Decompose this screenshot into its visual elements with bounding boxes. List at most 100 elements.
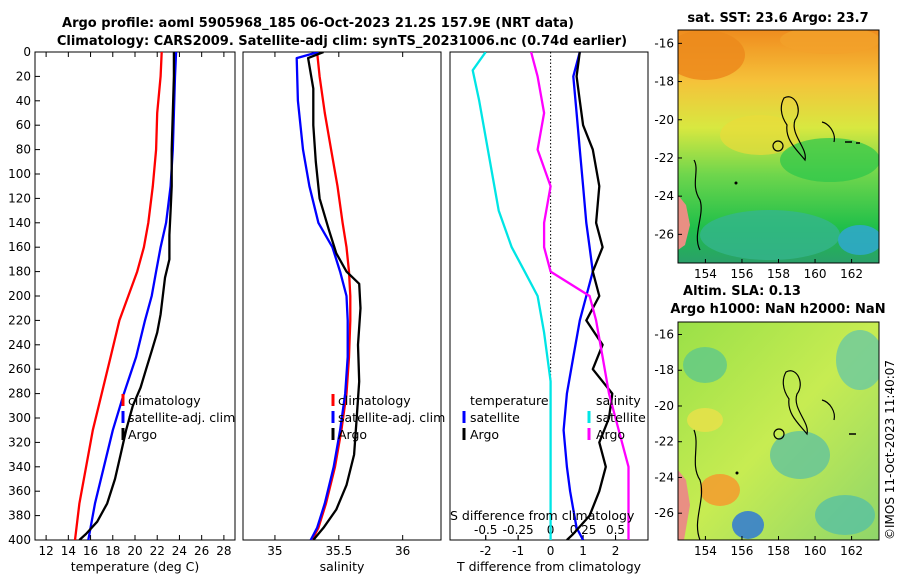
sst-map-title: sat. SST: 23.6 Argo: 23.7 xyxy=(687,11,868,26)
top-tick-label: 0.5 xyxy=(606,523,625,537)
y-tick-label: 380 xyxy=(8,509,31,523)
series-line-argo xyxy=(78,52,176,540)
lon-tick-label: 156 xyxy=(731,267,754,281)
y-tick-label: 300 xyxy=(8,411,31,425)
legend-title-temperature: temperature xyxy=(470,393,549,408)
land-patch xyxy=(678,470,690,540)
sla-latitude-ticks: -16 -18 -20 -22 -24 -26 xyxy=(654,328,682,520)
lon-tick-label: 154 xyxy=(694,544,717,558)
t-difference-legend: temperature satellite Argo xyxy=(462,393,549,442)
x-tick-label: 20 xyxy=(127,544,142,558)
copyright-label: ©IMOS 11-Oct-2023 11:40:07 xyxy=(883,360,897,540)
sst-warm-patch xyxy=(678,30,745,80)
land-patch xyxy=(678,195,690,250)
y-tick-label: 240 xyxy=(8,338,31,352)
legend-label-climatology: climatology xyxy=(128,393,201,408)
y-tick-label: 60 xyxy=(16,118,31,132)
temperature-series xyxy=(73,52,178,540)
x-tick-label: 0 xyxy=(547,544,555,558)
sla-map-title-line2: Argo h1000: NaN h2000: NaN xyxy=(670,302,885,317)
legend-label-argo: Argo xyxy=(128,427,157,442)
y-tick-label: 80 xyxy=(16,143,31,157)
y-tick-label: 120 xyxy=(8,191,31,205)
y-tick-label: 200 xyxy=(8,289,31,303)
x-tick-label: 24 xyxy=(172,544,187,558)
lon-tick-label: 158 xyxy=(767,544,790,558)
series-line-climatology xyxy=(310,52,352,540)
sla-low-patch xyxy=(815,495,875,535)
y-tick-label: 100 xyxy=(8,167,31,181)
sla-map-field xyxy=(678,322,879,540)
coastline xyxy=(693,159,702,251)
series-line-s-argo xyxy=(529,52,630,540)
y-tick-label: 260 xyxy=(8,362,31,376)
legend-label-climatology: climatology xyxy=(338,393,411,408)
top-tick-label: -0.25 xyxy=(503,523,534,537)
lon-tick-label: 160 xyxy=(804,267,827,281)
sla-low-patch xyxy=(836,330,879,390)
x-tick-label: 26 xyxy=(194,544,209,558)
x-tick-label: 28 xyxy=(216,544,231,558)
lat-tick-label: -20 xyxy=(654,399,674,413)
legend-label-s-argo: Argo xyxy=(596,427,625,442)
y-tick-label: 180 xyxy=(8,265,31,279)
y-tick-label: 40 xyxy=(16,94,31,108)
series-line-t-satellite xyxy=(562,52,594,540)
s-difference-legend: salinity satellite Argo xyxy=(587,393,646,442)
series-line-climatology xyxy=(73,52,163,540)
island-outline xyxy=(772,140,784,152)
lat-tick-label: -26 xyxy=(654,227,674,241)
sst-cool-patch xyxy=(700,210,840,260)
lon-tick-label: 162 xyxy=(840,544,863,558)
x-tick-label: 14 xyxy=(61,544,76,558)
legend-label-argo: Argo xyxy=(338,427,367,442)
lat-tick-label: -24 xyxy=(654,189,674,203)
lat-tick-label: -20 xyxy=(654,113,674,127)
x-tick-label: -1 xyxy=(512,544,524,558)
series-line-argo xyxy=(306,52,362,540)
y-tick-label: 280 xyxy=(8,387,31,401)
difference-series xyxy=(471,52,630,540)
sla-low-patch xyxy=(770,431,830,479)
new-caledonia-outline xyxy=(782,370,808,436)
lat-tick-label: -22 xyxy=(654,435,674,449)
salinity-xlabel: salinity xyxy=(320,559,365,574)
lat-tick-label: -22 xyxy=(654,151,674,165)
temperature-tick-labels: 12 14 16 18 20 22 24 26 28 xyxy=(38,52,232,558)
sst-latitude-ticks: -16 -18 -20 -22 -24 -26 xyxy=(654,36,682,241)
lat-tick-label: -16 xyxy=(654,36,674,50)
island-outline xyxy=(845,141,860,144)
x-tick-label: 22 xyxy=(150,544,165,558)
coastline xyxy=(693,429,703,540)
x-tick-label: 1 xyxy=(579,544,587,558)
sla-map-title-line1: Altim. SLA: 0.13 xyxy=(683,284,801,299)
x-tick-label: 35.5 xyxy=(325,544,352,558)
temperature-panel: 0 20 40 60 80 100 120 140 160 180 200 220 240 260 280 3… xyxy=(8,45,236,574)
x-tick-label: 35 xyxy=(267,544,282,558)
legend-title-salinity: salinity xyxy=(596,393,641,408)
temperature-legend: climatology satellite-adj. clim Argo xyxy=(121,393,235,442)
salinity-legend: climatology satellite-adj. clim Argo xyxy=(331,393,445,442)
x-tick-label: -2 xyxy=(480,544,492,558)
x-tick-label: 18 xyxy=(105,544,120,558)
lat-tick-label: -18 xyxy=(654,363,674,377)
y-tick-label: 320 xyxy=(8,435,31,449)
difference-panel: -2 -1 0 1 2 -0.5 -0.25 0 0.25 0.5 S difference f… xyxy=(449,51,649,574)
t-difference-xlabel: T difference from climatology xyxy=(456,559,642,574)
salinity-axes-box xyxy=(242,51,442,541)
y-tick-label: 0 xyxy=(23,45,31,59)
series-line-s-satellite xyxy=(471,52,552,540)
sst-mid-patch xyxy=(720,115,800,155)
salinity-series xyxy=(295,52,362,540)
lat-tick-label: -24 xyxy=(654,470,674,484)
difference-axes-box xyxy=(449,51,649,541)
sst-longitude-ticks: 154 156 158 160 162 xyxy=(694,259,863,281)
figure-title-line1: Argo profile: aoml 5905968_185 06-Oct-20… xyxy=(62,16,574,31)
legend-label-satellite: satellite-adj. clim xyxy=(128,410,235,425)
series-line-t-argo xyxy=(566,52,614,540)
island-outline xyxy=(773,428,785,440)
lat-tick-label: -18 xyxy=(654,75,674,89)
figure-title-line2: Climatology: CARS2009. Satellite-adj cli… xyxy=(57,34,627,49)
loyalty-islands xyxy=(821,399,835,421)
